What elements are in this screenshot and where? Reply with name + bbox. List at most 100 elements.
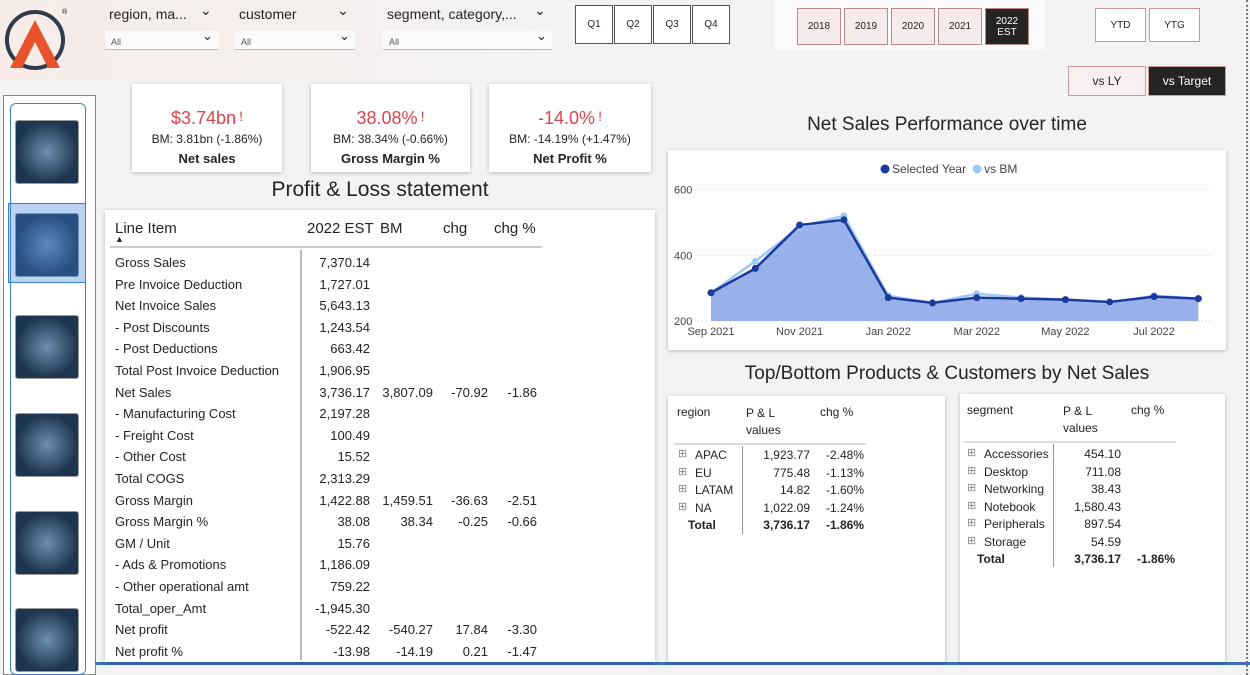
pnl-value: 1,243.54 [319,319,370,335]
nav-icon[interactable] [15,511,79,575]
pnl-value: -36.63 [451,492,488,508]
nav-panel [3,95,96,675]
topbottom-title: Top/Bottom Products & Customers by Net S… [744,363,1150,384]
kpi-value-row: 38.08%! [311,108,470,129]
pnl-value: -14.19 [396,643,433,659]
pnl-line-item: - Other Cost [115,449,186,465]
table-header: P & L values [1063,404,1098,435]
year-button[interactable]: 2020 [891,8,935,45]
row-value: 3,736.17 [1074,552,1121,566]
row-value: 775.48 [773,465,810,480]
expand-icon: ⊞ [967,499,977,512]
legend-label: Selected Year [892,162,966,176]
pnl-line-item: Gross Margin [115,492,194,508]
filter-dropdown[interactable] [235,31,355,50]
row-chg: -1.24% [825,500,864,515]
row-value: 1,022.09 [763,500,810,515]
kpi-value-row: $3.74bn! [132,108,282,129]
filter-value: All [389,37,400,47]
kpi-benchmark: BM: -14.19% (+1.47%) [509,132,631,146]
nav-frame [10,103,86,675]
legend-marker [880,164,890,174]
pnl-value: 3,736.17 [319,384,370,400]
year-button[interactable]: 2021 [938,8,982,45]
bottom-line [95,662,1250,665]
row-value: 1,580.43 [1074,499,1121,514]
pnl-value: 759.22 [330,579,370,594]
area [711,219,1199,321]
point [973,294,981,302]
point [1061,296,1069,304]
year-button[interactable]: 2018 [797,8,841,45]
row-label: Peripherals [984,517,1045,531]
x-tick-label: Mar 2022 [954,326,1000,338]
kpi-card [489,84,651,172]
pnl-line-item: - Post Discounts [115,319,210,335]
table-col-rule [742,446,743,534]
point [796,221,804,229]
nav-icon[interactable] [15,120,79,184]
pnl-value: 3,807.09 [382,384,433,400]
kpi-value: 38.08% [356,108,418,128]
x-tick-label: May 2022 [1041,326,1089,338]
pnl-line-item: Total_oper_Amt [115,600,207,616]
pnl-value: 1,906.95 [319,363,370,378]
nav-icon[interactable] [15,315,79,379]
kpi-benchmark: BM: 38.34% (-0.66%) [333,132,448,146]
row-value: 711.08 [1085,464,1121,479]
pnl-value: -0.25 [458,514,488,530]
quarter-button[interactable]: Q3 [653,5,691,44]
expand-icon: ⊞ [967,447,977,459]
row-label: Accessories [984,447,1049,461]
compare-button[interactable]: vs Target [1148,66,1226,96]
pnl-line-item: - Post Deductions [115,341,218,357]
kpi-value: $3.74bn [171,108,237,128]
row-value: 3,736.17 [763,518,810,532]
row-chg: -1.86% [1136,552,1175,566]
period-button[interactable]: YTD [1095,8,1146,42]
nav-icon[interactable] [15,413,79,477]
pnl-header: 2022 EST [307,220,374,237]
pnl-header: Line Item [115,220,177,237]
x-tick-label: Jan 2022 [866,326,911,338]
kpi-label: Net sales [178,151,236,166]
filter-dropdown[interactable] [383,31,552,50]
quarter-button[interactable]: Q4 [692,5,730,44]
row-value: 54.59 [1090,534,1121,549]
nav-icon[interactable] [15,608,79,672]
row-label: APAC [695,448,727,462]
pnl-line-item: Gross Sales [115,255,186,270]
kpi-label: Gross Margin % [341,151,440,166]
kpi-card [132,84,282,172]
point [751,257,759,265]
year-button[interactable]: 2022 EST [985,8,1029,45]
pnl-value: 100.49 [330,427,370,443]
pnl-value: -13.98 [333,643,370,659]
pnl-value: 17.84 [455,622,488,638]
pnl-value: -2.51 [507,492,537,508]
filter-dropdown[interactable] [105,31,218,50]
table-header: chg % [820,405,854,419]
pnl-line-item: Net Sales [115,384,172,400]
y-tick-label: 400 [674,250,692,262]
pnl-line-item: Net Invoice Sales [115,298,217,314]
row-value: 1,923.77 [763,448,810,462]
pnl-line-item: - Manufacturing Cost [115,406,236,422]
table-rule [674,443,866,445]
region-panel [668,396,945,662]
point [1150,293,1158,301]
pnl-value: 5,643.13 [319,298,370,314]
nav-icon[interactable] [15,213,79,277]
quarter-button[interactable]: Q1 [575,5,613,44]
year-button[interactable]: 2019 [844,8,888,45]
row-label: Total [977,552,1005,566]
compare-button[interactable]: vs LY [1068,66,1146,96]
nav-selected [8,203,86,283]
period-button[interactable]: YTG [1149,8,1200,42]
pnl-value: -1.47 [507,643,537,659]
kpi-label: Net Profit % [533,151,607,166]
pnl-value: 1,422.88 [319,492,370,508]
quarter-button[interactable]: Q2 [614,5,652,44]
pnl-value: -522.42 [325,622,370,638]
